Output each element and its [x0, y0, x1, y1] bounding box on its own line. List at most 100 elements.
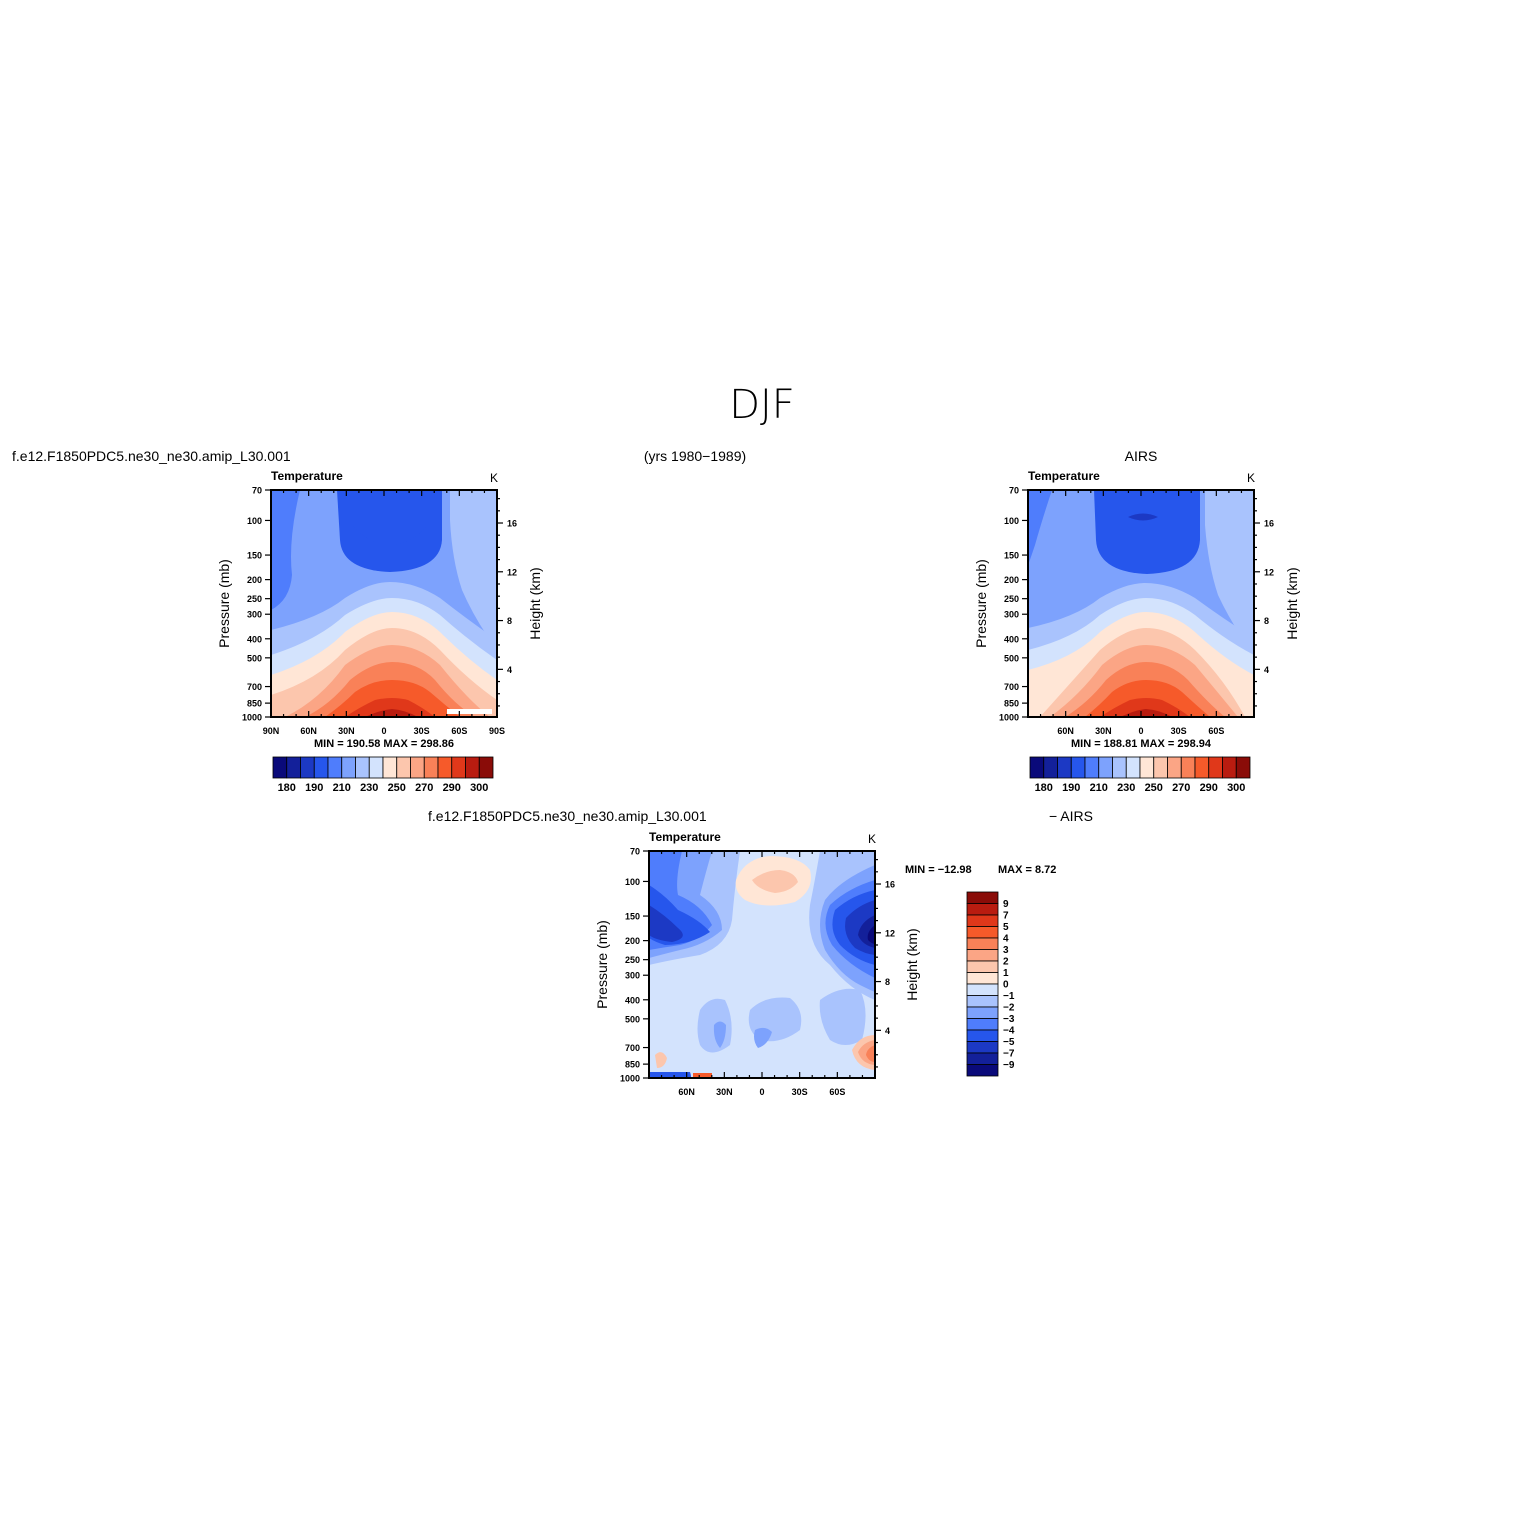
- pressure-tick-label: 1000: [242, 713, 262, 723]
- diff-band-lower-4: [754, 1027, 772, 1048]
- pressure-tick-label: 1000: [620, 1074, 640, 1084]
- colorbar-swatch: [355, 756, 370, 779]
- colorbar-swatch: [1194, 756, 1210, 779]
- colorbar-swatch: [272, 756, 288, 779]
- colorbar-label: 300: [470, 782, 488, 794]
- obs-min-max: MIN = 188.81 MAX = 298.94: [1071, 738, 1212, 750]
- pressure-tick-label: 700: [625, 1043, 640, 1053]
- pressure-tick-label: 150: [1004, 551, 1019, 561]
- colorbar-swatch: [286, 756, 301, 779]
- x-tick-label: 30N: [716, 1087, 733, 1097]
- colorbar-label: −5: [1003, 1037, 1015, 1048]
- diff-band-center-warm-core: [752, 870, 798, 893]
- colorbar-swatch: [1043, 756, 1058, 779]
- pressure-axis-label: Pressure (mb): [594, 920, 610, 1009]
- obs-temperature-field: [1028, 490, 1254, 717]
- band-warm7-1: [345, 698, 435, 717]
- colorbar-label: −2: [1003, 1003, 1015, 1014]
- x-tick-label: 0: [759, 1087, 764, 1097]
- colorbar-swatch: [341, 756, 356, 779]
- colorbar-label: 250: [388, 782, 406, 794]
- colorbar-swatch: [1057, 756, 1072, 779]
- height-axis-label: Height (km): [527, 567, 543, 639]
- colorbar-swatch: [451, 756, 466, 779]
- diff-obs-label: − AIRS: [1049, 808, 1093, 824]
- colorbar-label: −1: [1003, 991, 1015, 1002]
- diff-band-surface-left-1: [655, 1052, 667, 1068]
- pressure-tick-label: 500: [247, 653, 262, 663]
- obs-panel-title: Temperature: [1028, 469, 1100, 483]
- pressure-tick-label: 70: [630, 847, 640, 857]
- diff-band-upper-left-5: [649, 905, 683, 942]
- diff-band-surface-left-2: [649, 1072, 691, 1078]
- x-tick-label: 60S: [451, 726, 467, 736]
- x-tick-label: 30N: [338, 726, 355, 736]
- pressure-tick-label: 200: [1004, 575, 1019, 585]
- colorbar-swatch: [1180, 756, 1196, 779]
- pressure-tick-label: 200: [247, 575, 262, 585]
- colorbar-label: 300: [1227, 782, 1245, 794]
- model-min-max: MIN = 190.58 MAX = 298.86: [314, 738, 454, 750]
- colorbar-swatch: [1208, 756, 1223, 779]
- colorbar-label: −4: [1003, 1026, 1015, 1037]
- x-tick-label: 60S: [1208, 726, 1224, 736]
- colorbar-label: 270: [415, 782, 433, 794]
- height-tick-label: 16: [885, 880, 895, 890]
- colorbar-label: 290: [1200, 782, 1218, 794]
- diff-band-surface-left-3: [693, 1073, 712, 1078]
- colorbar-swatch: [1112, 756, 1127, 779]
- colorbar-swatch: [966, 891, 999, 904]
- pressure-tick-label: 700: [1004, 682, 1019, 692]
- difference-temperature-field: [649, 851, 875, 1078]
- x-tick-label: 0: [1138, 726, 1143, 736]
- height-tick-label: 8: [885, 977, 890, 987]
- band-warm7-2: [1100, 698, 1190, 717]
- height-tick-label: 16: [507, 519, 517, 529]
- pressure-tick-label: 300: [247, 610, 262, 620]
- colorbar-label: 5: [1003, 922, 1009, 933]
- colorbar-swatch: [966, 903, 999, 916]
- colorbar-label: −3: [1003, 1014, 1015, 1025]
- obs-axes: 60N 30N 0 30S 60S 70 100 150 200 250 300 400 500 700 8…: [973, 486, 1300, 737]
- pressure-axis-label: Pressure (mb): [216, 559, 232, 648]
- colorbar-label: 230: [360, 782, 378, 794]
- colorbar-label: 230: [1117, 782, 1135, 794]
- colorbar-swatch: [966, 937, 999, 950]
- x-tick-label: 0: [381, 726, 386, 736]
- difference-panel-title: Temperature: [649, 830, 721, 844]
- pressure-tick-label: 70: [252, 486, 262, 496]
- pressure-axis-label: Pressure (mb): [973, 559, 989, 648]
- difference-min: MIN = −12.98: [905, 864, 972, 876]
- pressure-tick-label: 250: [247, 594, 262, 604]
- colorbar-swatch: [966, 949, 999, 962]
- pressure-tick-label: 850: [247, 699, 262, 709]
- colorbar-swatch: [966, 983, 999, 996]
- pressure-tick-label: 100: [625, 877, 640, 887]
- x-tick-label: 30S: [792, 1087, 808, 1097]
- diff-case-label: f.e12.F1850PDC5.ne30_ne30.amip_L30.001: [428, 808, 707, 824]
- colorbar-swatch: [300, 756, 315, 779]
- height-tick-label: 4: [507, 665, 512, 675]
- colorbar-swatch: [1070, 756, 1086, 779]
- colorbar-swatch: [966, 1064, 999, 1077]
- colorbar-label: 210: [333, 782, 351, 794]
- pressure-tick-label: 700: [247, 682, 262, 692]
- colorbar-label: 250: [1145, 782, 1163, 794]
- colorbar-swatch: [1222, 756, 1237, 779]
- band-upper-left-1: [271, 490, 300, 610]
- x-tick-label: 60N: [678, 1087, 695, 1097]
- missing-data-patch-1: [447, 709, 492, 714]
- band-cold-core-1: [350, 490, 430, 545]
- colorbar-swatch: [410, 756, 425, 779]
- pressure-tick-label: 1000: [999, 713, 1019, 723]
- colorbar-swatch: [966, 960, 999, 973]
- pressure-tick-label: 100: [1004, 516, 1019, 526]
- colorbar-swatch: [423, 756, 439, 779]
- difference-max: MAX = 8.72: [998, 864, 1056, 876]
- pressure-tick-label: 300: [625, 971, 640, 981]
- colorbar-label: −9: [1003, 1060, 1015, 1071]
- colorbar-swatch: [437, 756, 453, 779]
- colorbar-swatch: [1153, 756, 1168, 779]
- season-title: DJF: [729, 382, 795, 428]
